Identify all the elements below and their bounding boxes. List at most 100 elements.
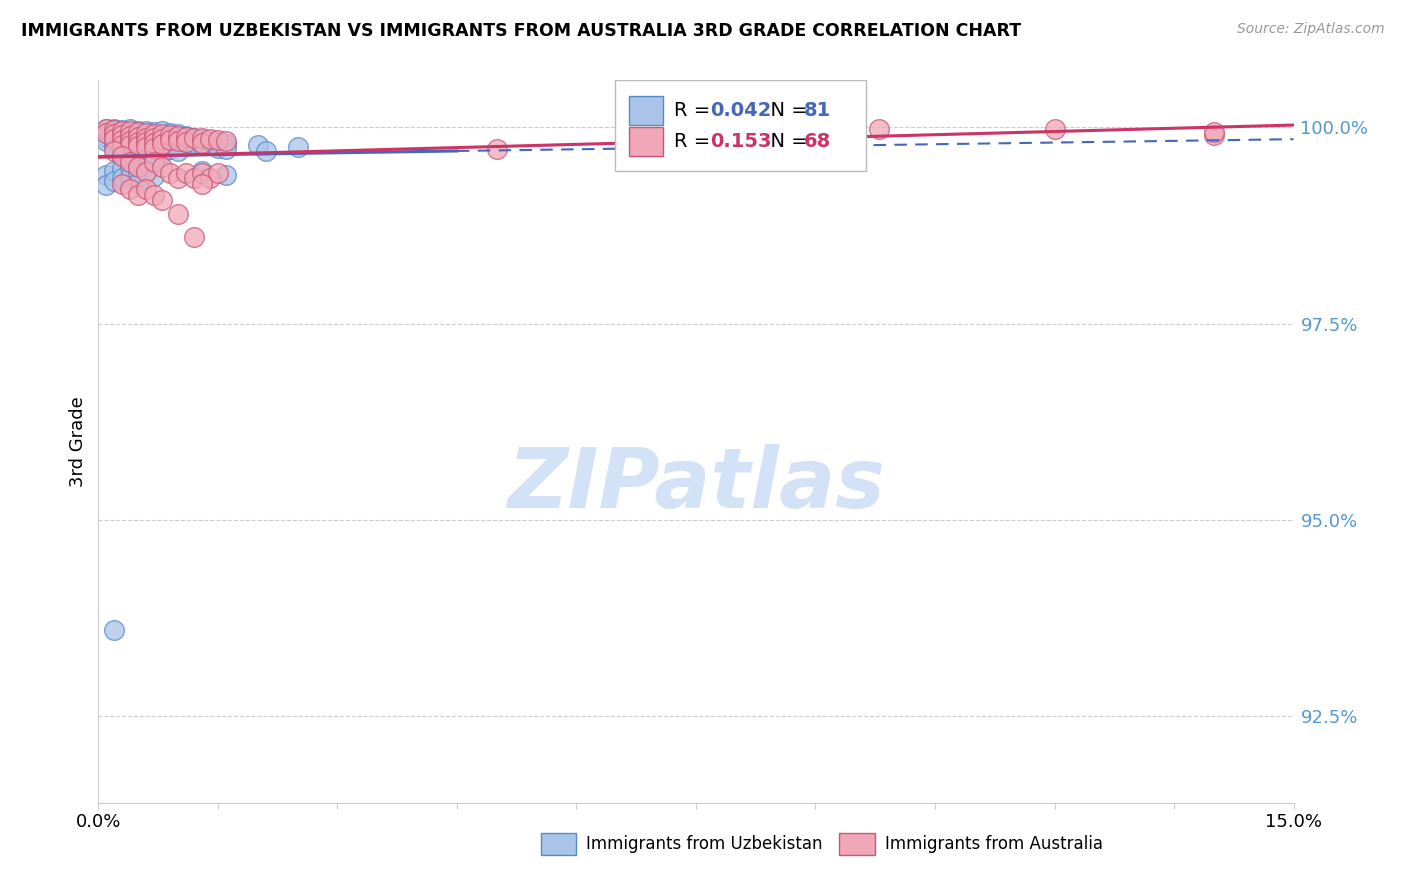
Point [135, 145, 157, 160]
Point [120, 149, 142, 163]
Point [96, 126, 118, 140]
FancyBboxPatch shape [541, 833, 576, 855]
Point [183, 136, 205, 150]
Point [135, 136, 157, 150]
Point [111, 128, 134, 142]
Point [103, 163, 125, 178]
Point [120, 144, 142, 158]
Point [143, 136, 166, 150]
Point [174, 166, 197, 180]
Point [143, 169, 166, 183]
FancyBboxPatch shape [628, 96, 662, 125]
Point [127, 160, 149, 174]
Point [191, 166, 214, 180]
Point [103, 144, 125, 158]
Text: 81: 81 [804, 101, 831, 120]
Point [111, 146, 134, 161]
Point [103, 122, 125, 136]
Point [485, 142, 508, 156]
Point [127, 141, 149, 155]
Point [135, 140, 157, 154]
Point [120, 155, 142, 169]
Point [159, 126, 181, 140]
Point [159, 136, 181, 151]
Point [183, 171, 205, 186]
Point [120, 129, 142, 144]
Point [191, 163, 214, 178]
Text: Immigrants from Uzbekistan: Immigrants from Uzbekistan [586, 835, 823, 853]
Point [96, 134, 118, 148]
Point [120, 182, 142, 196]
Point [103, 128, 125, 142]
Point [111, 171, 134, 186]
Point [111, 128, 134, 143]
Point [127, 166, 149, 180]
Text: N =: N = [758, 132, 814, 152]
Point [111, 133, 134, 147]
Point [127, 176, 149, 190]
Point [198, 134, 221, 148]
Point [143, 141, 166, 155]
Point [103, 136, 125, 150]
Point [1202, 128, 1225, 143]
Point [198, 171, 221, 186]
Point [150, 141, 173, 155]
Point [150, 132, 173, 146]
Point [120, 128, 142, 142]
Point [120, 138, 142, 153]
Text: Immigrants from Australia: Immigrants from Australia [884, 835, 1102, 853]
Point [143, 153, 166, 167]
Point [150, 161, 173, 175]
Point [120, 160, 142, 174]
Point [135, 135, 157, 149]
Point [111, 132, 134, 146]
Point [1043, 122, 1066, 136]
Point [191, 132, 214, 146]
Point [103, 127, 125, 141]
Point [150, 136, 173, 150]
Point [143, 127, 166, 141]
Point [96, 168, 118, 182]
Point [150, 146, 173, 161]
Point [174, 135, 197, 149]
Point [127, 146, 149, 161]
Point [111, 161, 134, 176]
Point [159, 133, 181, 147]
Text: 68: 68 [804, 132, 831, 152]
Point [215, 142, 238, 156]
Point [96, 178, 118, 192]
Point [103, 623, 125, 637]
Point [143, 155, 166, 169]
Point [150, 194, 173, 208]
Point [174, 129, 197, 144]
Point [215, 168, 238, 182]
Point [127, 129, 149, 144]
Point [135, 130, 157, 145]
Point [167, 207, 190, 221]
Point [135, 182, 157, 196]
Point [150, 128, 173, 142]
Point [198, 132, 221, 146]
FancyBboxPatch shape [839, 833, 876, 855]
Point [103, 131, 125, 145]
Point [103, 122, 125, 136]
Point [120, 122, 142, 136]
Point [254, 144, 277, 158]
Point [96, 122, 118, 136]
Text: 0.042: 0.042 [710, 101, 772, 120]
Point [120, 155, 142, 169]
Point [191, 137, 214, 152]
Point [135, 165, 157, 179]
Point [127, 188, 149, 202]
Point [111, 122, 134, 136]
Point [135, 163, 157, 178]
Point [167, 128, 190, 142]
Point [135, 140, 157, 154]
Point [127, 139, 149, 153]
Point [127, 136, 149, 150]
Point [120, 124, 142, 138]
Point [1202, 125, 1225, 139]
Point [96, 129, 118, 144]
Point [103, 174, 125, 188]
Point [167, 133, 190, 147]
